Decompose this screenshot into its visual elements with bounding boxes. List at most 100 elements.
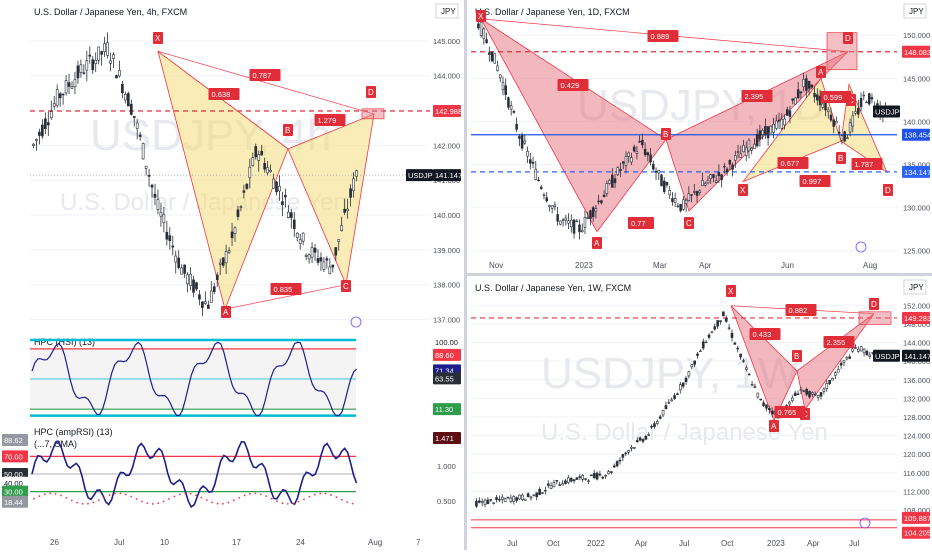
ratio-1d-2-bg (628, 217, 654, 229)
bar-1d-candle (854, 111, 857, 114)
point1-a-1d: A (594, 239, 600, 248)
amp-dot (173, 495, 176, 498)
bar-1w-candle (546, 483, 550, 486)
bar-1d-candle (479, 21, 483, 36)
bar-1d-candle (780, 119, 784, 129)
bar-1d-candle (709, 174, 712, 180)
symbol-tag-1w: USDJPY (875, 352, 905, 361)
bar-4h-candle (97, 46, 101, 61)
amp-dot (38, 495, 41, 498)
bar-1w-candle (848, 356, 852, 359)
ratio-4h-4-bg (270, 283, 302, 295)
bar-1d-candle (703, 183, 707, 186)
level-tag-1d-2-bg (902, 165, 930, 178)
bar-1w-candle (495, 497, 498, 500)
amprsi-svg[interactable]: HPC (ampRSI) (13) (...7, SMA) 88.6270.00… (0, 422, 464, 532)
bar-4h-candle (343, 208, 347, 213)
bar-1w-candle (831, 378, 834, 381)
chart-1w-panel[interactable]: U.S. Dollar / Japanese Yen, 1W, FXCM JPY… (467, 276, 932, 550)
bar-1w-candle (503, 498, 507, 502)
ratio-1w-3: 0.765 (778, 408, 797, 417)
bar-1d-candle (706, 180, 710, 184)
bar-1w-candle (523, 498, 527, 501)
bar-4h-candle (150, 184, 154, 188)
point1-x-1d-bg (476, 10, 486, 22)
bar-1w-candle (862, 348, 866, 354)
bar-1d-candle (482, 28, 486, 39)
bar-1d-candle (570, 219, 573, 228)
point1-b-1d-bg (661, 128, 671, 140)
bar-1w-candle (618, 459, 622, 462)
bar-4h-candle (227, 250, 231, 253)
bar-1d-candle (624, 156, 628, 166)
bar-4h-candle (124, 94, 127, 101)
bar-1d-candle (594, 208, 598, 212)
yaxis-1w-tick: 132.000 (903, 394, 930, 403)
currency-box-1w[interactable] (903, 279, 927, 295)
chart-1d-panel[interactable]: U.S. Dollar / Japanese Yen, 1D, FXCM JPY… (467, 0, 932, 273)
symbol-tag-4h: USDJPY (408, 171, 438, 180)
amp-dot (249, 492, 251, 495)
bar-1w-candle (572, 479, 576, 482)
vertical-divider[interactable] (464, 0, 467, 550)
bar-4h-candle (218, 262, 222, 265)
bar-4h-candle (269, 170, 272, 173)
bar-1d-candle (600, 200, 603, 204)
chart-1w-svg[interactable]: U.S. Dollar / Japanese Yen, 1W, FXCM JPY… (467, 276, 932, 550)
hsi-panel[interactable]: HPC (HSI) (13) 100.00 88.60 71.34 63.55 11.3… (0, 332, 464, 422)
point-a-4h-bg (221, 306, 231, 318)
bar-4h-candle (153, 193, 157, 198)
bar-1w-candle (727, 327, 731, 329)
bar-1w-candle (822, 388, 826, 392)
bar-1d-candle (867, 93, 871, 105)
chart-4h-svg[interactable]: U.S. Dollar / Japanese Yen, 4h, FXCM JPY… (0, 0, 464, 332)
yaxis-1w-tick: 112.000 (903, 487, 930, 496)
bar-1d-candle (490, 51, 494, 62)
bar-1w-candle (825, 383, 829, 389)
point-a-1w: A (771, 422, 777, 431)
currency-box-4h[interactable] (435, 3, 459, 19)
amprsi-panel[interactable]: HPC (ampRSI) (13) (...7, SMA) 88.62 70.00… (0, 422, 464, 532)
ratio-1d-4: 0.599 (824, 93, 843, 102)
point2-d-1d: D (885, 186, 891, 195)
amp-tag-0: 88.62 (4, 436, 23, 445)
ratio-1d-2: 0.77 (631, 219, 646, 228)
bar-4h-candle (91, 59, 95, 71)
bar-4h-candle (79, 64, 83, 73)
point-d-4h-bg (366, 86, 376, 98)
ratio-1d-5-bg (777, 157, 809, 169)
bar-1d-candle (564, 217, 568, 221)
chart-4h-panel[interactable]: U.S. Dollar / Japanese Yen, 4h, FXCM JPY… (0, 0, 464, 332)
bar-1d-candle (488, 52, 491, 55)
yaxis-1w-tick: 108.000 (903, 506, 930, 515)
bar-4h-candle (177, 257, 181, 268)
bar-1w-candle (679, 384, 682, 391)
horizontal-divider[interactable] (467, 273, 932, 276)
bar-1w-candle (647, 434, 651, 436)
bar-1d-candle (493, 53, 497, 64)
bar-4h-candle (135, 122, 139, 129)
bar-1d-candle (542, 194, 546, 197)
bar-4h-candle (278, 186, 281, 192)
chart-1d-svg[interactable]: U.S. Dollar / Japanese Yen, 1D, FXCM JPY… (467, 0, 932, 273)
bar-4h-candle (304, 254, 308, 257)
bar-1d-candle (537, 179, 540, 182)
bar-1d-candle (862, 94, 866, 97)
symbol-tag-1d-bg (873, 105, 900, 118)
bar-1w-candle (768, 408, 771, 411)
ratio-1d-3: 2.395 (745, 92, 764, 101)
point2-b-1d: B (838, 154, 843, 163)
bar-1d-candle (799, 91, 803, 94)
yaxis-1d-tick: 150.000 (903, 31, 930, 40)
xaxis-4h-label: Jul (114, 538, 124, 547)
bar-1d-candle (662, 180, 666, 192)
xaxis-4h[interactable]: 26 Jul 10 17 24 Aug 7 (0, 532, 464, 550)
bar-1d-candle (821, 103, 825, 108)
bar-1w-candle (733, 342, 737, 345)
currency-box-1d[interactable] (903, 3, 927, 19)
bar-1d-candle (807, 80, 811, 89)
bar-4h-candle (52, 103, 56, 107)
ratio-1w-1: 0.433 (753, 330, 772, 339)
bar-1d-candle (791, 98, 794, 101)
